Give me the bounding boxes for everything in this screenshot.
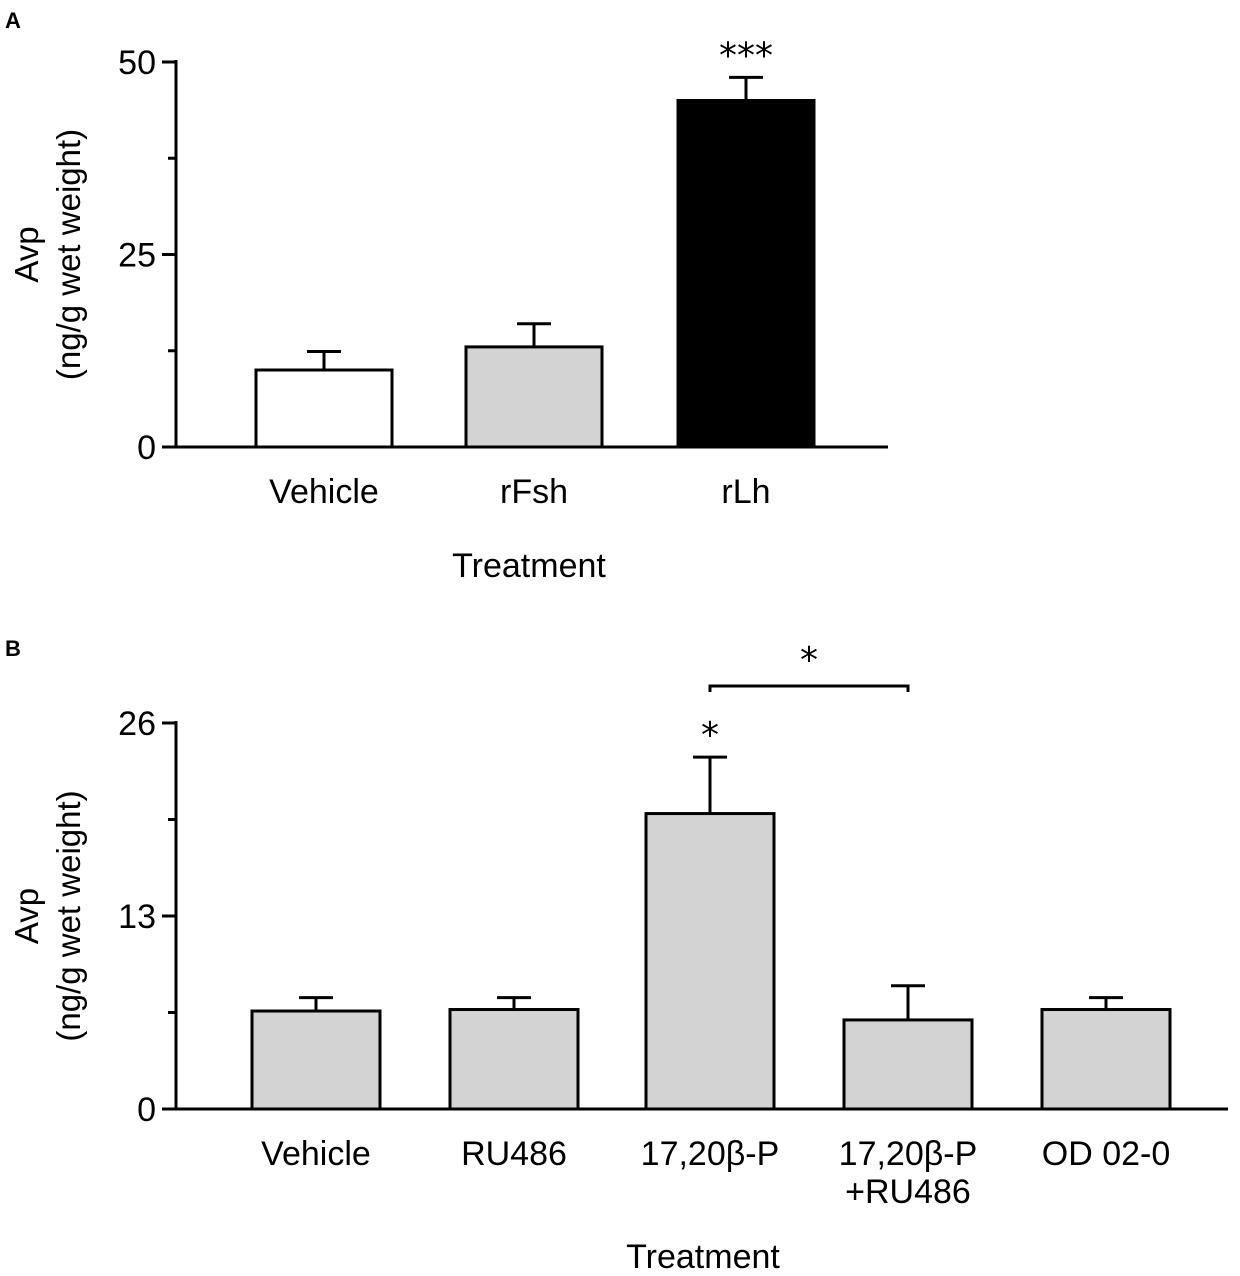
bar xyxy=(448,1008,580,1111)
y-tick-label: 0 xyxy=(137,429,156,467)
x-tick-label: rFsh xyxy=(500,473,568,511)
bar xyxy=(644,812,776,1111)
x-tick-label: 17,20β-P xyxy=(839,1135,978,1173)
x-tick-label: Vehicle xyxy=(269,473,379,511)
y-axis-title: (ng/g wet weight) xyxy=(50,790,87,1041)
x-tick-label: 17,20β-P xyxy=(641,1135,780,1173)
y-axis-title: (ng/g wet weight) xyxy=(50,129,87,380)
y-tick-label: 26 xyxy=(118,705,156,743)
bar xyxy=(676,99,816,449)
y-tick-label: 0 xyxy=(137,1091,156,1129)
y-tick-label: 13 xyxy=(118,898,156,936)
significance-marker: * xyxy=(701,715,719,756)
x-axis-title: Treatment xyxy=(626,1238,780,1276)
panel-a: A 0 25 50 Avp (ng/g wet weight) *** Vehicle rFsh… xyxy=(5,8,888,585)
panel-b: B 0 13 26 Avp (ng/g wet weight) * Vehicle RU486 1… xyxy=(5,636,1228,1276)
x-axis-title: Treatment xyxy=(452,547,606,585)
x-tick-label: RU486 xyxy=(461,1135,567,1173)
significance-marker: *** xyxy=(719,35,773,76)
bar xyxy=(842,1018,974,1111)
panel-letter: B xyxy=(5,636,21,661)
bar xyxy=(464,345,604,449)
bracket-significance-marker: * xyxy=(800,640,818,681)
y-tick-label: 25 xyxy=(118,237,156,275)
bar xyxy=(250,1009,382,1111)
comparison-bracket xyxy=(708,684,910,692)
y-axis-title: Avp xyxy=(8,888,45,944)
x-tick-label: +RU486 xyxy=(845,1173,971,1211)
bar xyxy=(254,368,394,449)
y-axis-title: Avp xyxy=(8,226,45,282)
y-tick-label: 50 xyxy=(118,44,156,82)
x-tick-label: rLh xyxy=(721,473,770,511)
panel-letter: A xyxy=(5,8,21,33)
x-tick-label: OD 02-0 xyxy=(1042,1135,1171,1173)
bar xyxy=(1040,1008,1172,1111)
x-tick-label: Vehicle xyxy=(261,1135,371,1173)
